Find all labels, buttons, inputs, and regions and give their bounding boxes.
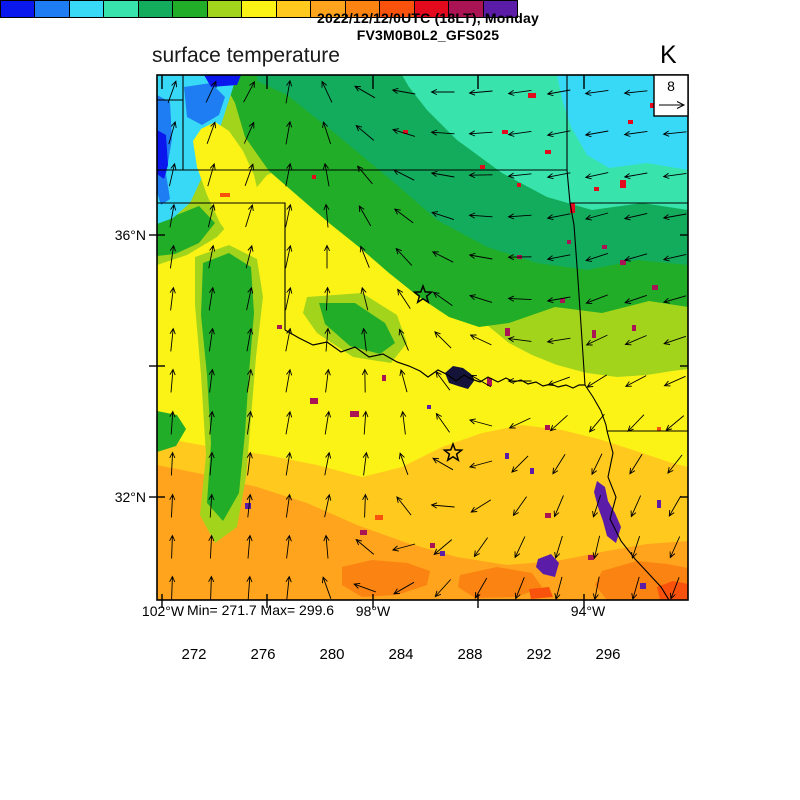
map-frame [156, 74, 689, 601]
colorbar-segment [242, 1, 277, 17]
colorbar-segment [483, 1, 518, 17]
colorbar-segment [104, 1, 139, 17]
lon-label-98w: 98°W [355, 603, 391, 619]
unit-label: K [660, 41, 677, 69]
city-star-markers [412, 283, 464, 463]
lon-label-102w: 102°W [141, 603, 185, 619]
minmax-stats: Min= 271.7 Max= 299.6 [187, 602, 335, 618]
colorbar-segment [449, 1, 484, 17]
colorbar-segment [173, 1, 208, 17]
colorbar-tick-label: 296 [595, 646, 621, 663]
star-marker [412, 283, 434, 305]
chart-title-model: FV3M0B0L2_GFS025 [356, 27, 500, 43]
colorbar-tick-label: 276 [250, 646, 276, 663]
colorbar-tick-label: 284 [388, 646, 414, 663]
lat-label-32n: 32°N [114, 489, 146, 505]
colorbar-segment [276, 1, 312, 17]
wind-reference-arrow-icon [659, 101, 686, 109]
weather-map: 8 [149, 74, 689, 608]
wind-vectors [167, 79, 687, 600]
colorbar-segment [69, 1, 105, 17]
colorbar-segment [1, 1, 36, 17]
wind-reference-value: 8 [667, 78, 675, 94]
colorbar-segment [414, 1, 450, 17]
colorbar-tick-label: 280 [319, 646, 345, 663]
state-borders [157, 75, 688, 600]
colorbar-segment [380, 1, 415, 17]
colorbar-tick-label: 292 [526, 646, 552, 663]
variable-label: surface temperature [152, 44, 340, 67]
star-marker [442, 441, 464, 463]
colorbar-segment [35, 1, 70, 17]
colorbar-tick-label: 272 [181, 646, 207, 663]
colorbar-tick-label: 288 [457, 646, 483, 663]
colorbar-segment [311, 1, 346, 17]
axis-ticks [149, 75, 688, 608]
chart-title-datetime: 2022/12/12/0UTC (18LT), Monday [316, 10, 540, 26]
colorbar-segment [138, 1, 174, 17]
colorbar-segment [207, 1, 243, 17]
lat-label-36n: 36°N [114, 227, 146, 243]
colorbar [0, 0, 518, 18]
colorbar-segment [345, 1, 381, 17]
wind-reference-legend: 8 [653, 74, 689, 117]
lon-label-94w: 94°W [570, 603, 606, 619]
temperature-field [157, 75, 688, 600]
